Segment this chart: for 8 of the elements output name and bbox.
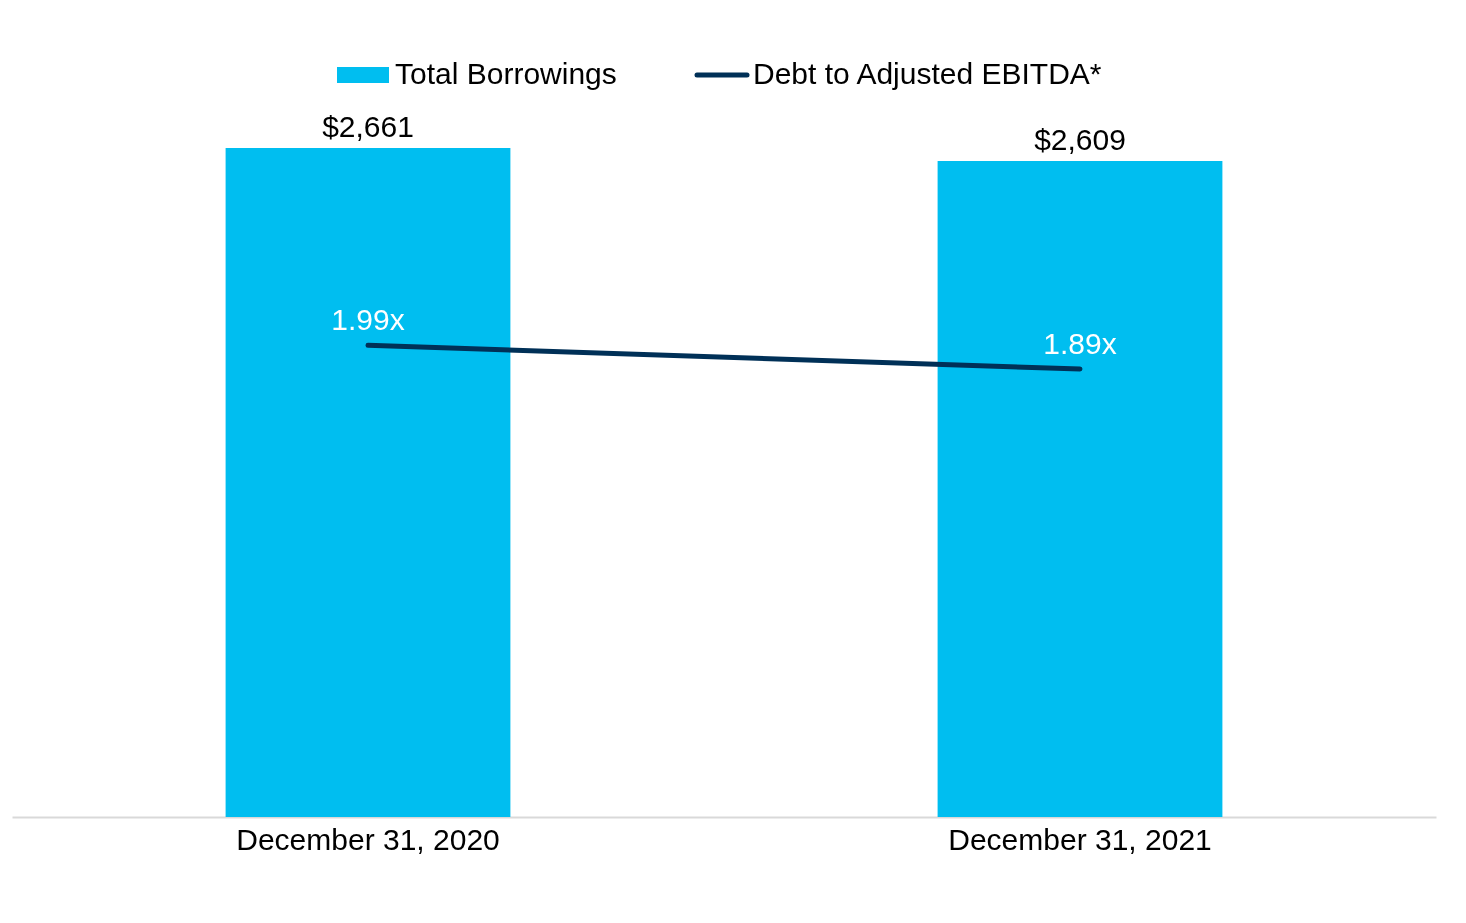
legend-label: Total Borrowings: [395, 57, 617, 90]
data-label: $2,661: [322, 109, 414, 143]
data-label: 1.89x: [1043, 327, 1117, 361]
data-label: 1.99x: [331, 303, 405, 337]
x-tick-label: December 31, 2020: [236, 822, 500, 856]
data-label: $2,609: [1034, 123, 1126, 157]
legend-label: Debt to Adjusted EBITDA*: [753, 57, 1102, 90]
x-tick-label: December 31, 2021: [948, 822, 1212, 856]
